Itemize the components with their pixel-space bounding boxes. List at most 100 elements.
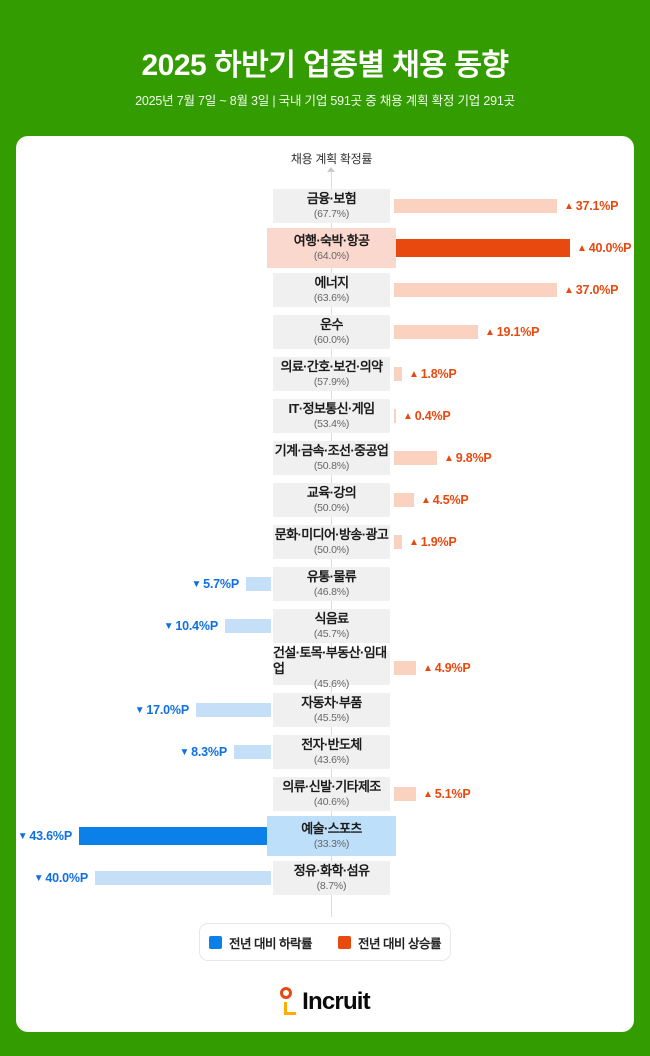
change-value-text: 43.6%P — [29, 829, 72, 843]
change-value: ▼ 17.0%P — [135, 689, 189, 731]
change-value-text: 0.4%P — [414, 409, 451, 423]
change-value: ▲ 9.8%P — [444, 437, 492, 479]
industry-rate: (33.3%) — [313, 838, 350, 850]
change-value-text: 40.0%P — [45, 871, 88, 885]
chart-row: 운수 (60.0%) ▲ 19.1%P — [16, 311, 634, 353]
industry-name: 식음료 — [314, 611, 349, 626]
industry-rate: (63.6%) — [313, 292, 350, 304]
change-bar — [196, 703, 271, 717]
axis-title: 채용 계획 확정률 — [290, 152, 373, 166]
industry-rate: (45.6%) — [313, 678, 350, 690]
logo-ring-icon — [280, 987, 293, 999]
change-value-text: 1.8%P — [420, 367, 457, 381]
change-bar — [225, 619, 271, 633]
industry-name: 예술·스포츠 — [301, 821, 362, 836]
chart-card: 채용 계획 확정률 금융·보험 (67.7%) ▲ 37.1%P 여행·숙박·항공… — [16, 136, 634, 1032]
change-value: ▲ 37.1%P — [564, 185, 618, 227]
legend-label: 전년 대비 하락률 — [229, 936, 312, 951]
change-bar — [394, 239, 570, 257]
change-value: ▼ 40.0%P — [34, 857, 88, 899]
industry-rate: (60.0%) — [313, 334, 350, 346]
industry-rate: (8.7%) — [316, 880, 347, 892]
legend-swatch-icon — [209, 935, 223, 949]
triangle-icon: ▲ — [403, 410, 413, 422]
chart-row: 정유·화학·섬유 (8.7%) ▼ 40.0%P — [16, 857, 634, 899]
industry-name: 여행·숙박·항공 — [293, 233, 370, 248]
triangle-icon: ▲ — [444, 452, 454, 464]
change-value: ▲ 4.5%P — [421, 479, 469, 521]
change-bar — [79, 827, 271, 845]
industry-label-box: 정유·화학·섬유 (8.7%) — [273, 861, 390, 895]
industry-name: 자동차·부품 — [301, 695, 362, 710]
change-value-text: 37.0%P — [575, 283, 619, 297]
change-bar — [394, 787, 416, 801]
axis-arrow-up-icon — [327, 167, 335, 172]
chart-row: 유통·물류 (46.8%) ▼ 5.7%P — [16, 563, 634, 605]
industry-label-box: 여행·숙박·항공 (64.0%) — [267, 228, 396, 268]
industry-rate: (57.9%) — [313, 376, 350, 388]
legend-item: 전년 대비 하락률 — [209, 933, 312, 952]
chart-row: 기계·금속·조선·중공업 (50.8%) ▲ 9.8%P — [16, 437, 634, 479]
change-value: ▲ 40.0%P — [577, 227, 631, 269]
industry-rate: (50.0%) — [313, 502, 350, 514]
chart-row: 에너지 (63.6%) ▲ 37.0%P — [16, 269, 634, 311]
logo-text: Incruit — [302, 988, 371, 1015]
change-value-text: 19.1%P — [496, 325, 540, 339]
change-value-text: 4.9%P — [434, 661, 471, 675]
incruit-logo-icon — [280, 986, 297, 1018]
industry-rate: (43.6%) — [313, 754, 350, 766]
industry-rate: (64.0%) — [313, 250, 350, 262]
triangle-icon: ▼ — [179, 746, 190, 758]
chart-row: 의류·신발·기타제조 (40.6%) ▲ 5.1%P — [16, 773, 634, 815]
industry-name: 문화·미디어·방송·광고 — [274, 527, 389, 542]
change-bar — [394, 409, 396, 423]
legend-label: 전년 대비 상승률 — [358, 936, 441, 951]
industry-name: 교육·강의 — [306, 485, 357, 500]
chart-row: 전자·반도체 (43.6%) ▼ 8.3%P — [16, 731, 634, 773]
industry-name: IT·정보통신·게임 — [288, 401, 376, 416]
industry-label-box: 전자·반도체 (43.6%) — [273, 735, 390, 769]
industry-label-box: 유통·물류 (46.8%) — [273, 567, 390, 601]
change-value: ▲ 1.9%P — [409, 521, 457, 563]
industry-rate: (67.7%) — [313, 208, 350, 220]
industry-rate: (45.5%) — [313, 712, 350, 724]
industry-name: 금융·보험 — [306, 191, 357, 206]
industry-label-box: 금융·보험 (67.7%) — [273, 189, 390, 223]
industry-rate: (40.6%) — [313, 796, 350, 808]
triangle-icon: ▼ — [191, 578, 202, 590]
industry-label-box: 교육·강의 (50.0%) — [273, 483, 390, 517]
industry-name: 운수 — [320, 317, 343, 332]
industry-label-box: IT·정보통신·게임 (53.4%) — [273, 399, 390, 433]
chart-row: 여행·숙박·항공 (64.0%) ▲ 40.0%P — [16, 227, 634, 269]
change-bar — [394, 325, 478, 339]
triangle-icon: ▼ — [17, 830, 28, 842]
industry-name: 정유·화학·섬유 — [293, 863, 370, 878]
change-value-text: 8.3%P — [191, 745, 227, 759]
change-value-text: 5.1%P — [434, 787, 471, 801]
industry-label-box: 건설·토목·부동산·임대업 (45.6%) — [273, 645, 390, 690]
change-value-text: 40.0%P — [588, 241, 632, 255]
incruit-logo: Incruit — [16, 982, 634, 1022]
chart-row: 문화·미디어·방송·광고 (50.0%) ▲ 1.9%P — [16, 521, 634, 563]
change-value: ▲ 19.1%P — [485, 311, 539, 353]
industry-name: 건설·토목·부동산·임대업 — [273, 645, 387, 676]
change-value-text: 5.7%P — [203, 577, 239, 591]
change-value: ▲ 5.1%P — [423, 773, 471, 815]
change-value: ▼ 10.4%P — [164, 605, 218, 647]
page-title: 2025 하반기 업종별 채용 동향 — [141, 49, 509, 82]
change-bar — [394, 451, 437, 465]
triangle-icon: ▼ — [33, 872, 44, 884]
change-bar — [234, 745, 271, 759]
triangle-icon: ▲ — [485, 326, 495, 338]
legend-swatch-icon — [338, 935, 351, 949]
chart-row: IT·정보통신·게임 (53.4%) ▲ 0.4%P — [16, 395, 634, 437]
change-bar — [95, 871, 271, 885]
industry-name: 유통·물류 — [306, 569, 357, 584]
change-bar — [394, 661, 416, 675]
industry-name: 의료·간호·보건·의약 — [280, 359, 383, 374]
industry-rate: (45.7%) — [313, 628, 350, 640]
industry-label-box: 식음료 (45.7%) — [273, 609, 390, 643]
industry-name: 에너지 — [314, 275, 349, 290]
industry-rate: (50.8%) — [313, 460, 350, 472]
change-value-text: 9.8%P — [455, 451, 492, 465]
